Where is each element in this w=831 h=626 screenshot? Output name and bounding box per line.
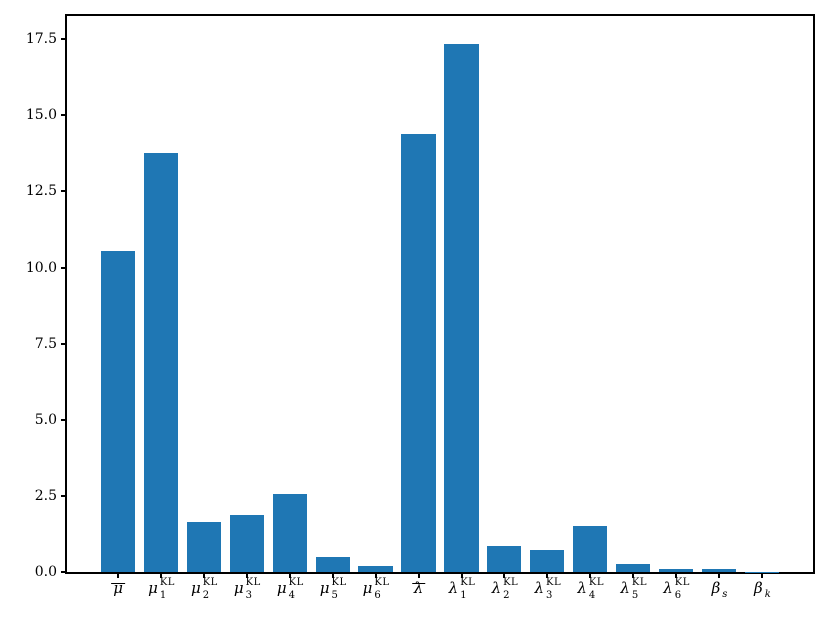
x-tick-label-lambda_3^KL: λ KL 3 [534, 577, 562, 601]
bars-layer [67, 16, 813, 572]
x-tick [417, 574, 420, 578]
overline [411, 583, 426, 584]
y-tick [61, 266, 65, 269]
x-tick-label-mu_bar: μ [111, 579, 125, 597]
bar-mu_4^KL [272, 494, 307, 572]
x-tick-label-lambda_2^KL: λ KL 2 [491, 577, 519, 601]
x-tick-label-mu_1^KL: μ KL 1 [148, 577, 175, 601]
bar-beta_s [701, 569, 737, 572]
x-tick [460, 574, 463, 578]
x-tick [117, 574, 120, 578]
y-tick-label: 5.0 [34, 411, 57, 428]
x-tick [374, 574, 377, 578]
y-tick-label: 10.0 [25, 259, 57, 276]
x-tick-label-lambda_bar: λ [411, 579, 426, 597]
x-tick [632, 574, 635, 578]
bar-mu_3^KL [229, 515, 264, 572]
x-tick [288, 574, 291, 578]
x-tick [546, 574, 549, 578]
x-tick-label-mu_5^KL: μ KL 5 [319, 577, 347, 601]
bar-lambda_4^KL [573, 526, 608, 572]
bar-lambda_5^KL [616, 564, 651, 572]
bar-lambda_3^KL [530, 549, 565, 572]
y-tick [61, 418, 65, 421]
y-tick-label: 15.0 [25, 107, 57, 124]
x-tick [202, 574, 205, 578]
y-tick-label: 12.5 [25, 183, 57, 200]
bar-lambda_6^KL [658, 569, 694, 572]
x-tick [160, 574, 162, 578]
bar-mu_1^KL [143, 153, 179, 572]
overline [111, 583, 125, 584]
bar-lambda_2^KL [487, 546, 522, 572]
y-tick [61, 342, 65, 345]
y-tick [61, 571, 65, 573]
x-tick [760, 574, 763, 578]
y-tick [61, 494, 65, 497]
y-tick [61, 190, 65, 193]
x-tick-label-lambda_1^KL: λ KL 1 [448, 577, 476, 601]
x-tick [503, 574, 506, 578]
x-tick-label-mu_2^KL: μ KL 2 [190, 577, 218, 601]
y-tick-label: 7.5 [34, 335, 57, 352]
y-tick-label: 17.5 [25, 31, 57, 48]
x-tick-label-mu_3^KL: μ KL 3 [233, 577, 261, 601]
x-tick-label-lambda_5^KL: λ KL 5 [620, 577, 648, 601]
bar-mu_2^KL [186, 521, 222, 572]
bar-mu_6^KL [358, 565, 393, 572]
bar-mu_bar [100, 250, 136, 572]
y-tick-label: 2.5 [34, 487, 57, 504]
x-tick-label-lambda_6^KL: λ KL 6 [663, 577, 690, 601]
x-tick [589, 574, 592, 578]
x-tick-label-mu_4^KL: μ KL 4 [276, 577, 304, 601]
bar-mu_5^KL [315, 557, 350, 572]
x-tick [718, 574, 720, 578]
y-tick [61, 114, 65, 117]
x-tick [331, 574, 334, 578]
x-tick-label-lambda_4^KL: λ KL 4 [577, 577, 605, 601]
bar-lambda_bar [401, 133, 436, 572]
x-tick-label-mu_6^KL: μ KL 6 [362, 577, 390, 601]
x-tick [245, 574, 248, 578]
y-tick-label: 0.0 [34, 564, 57, 580]
y-tick [61, 38, 65, 41]
x-tick [675, 574, 678, 578]
plot-area [65, 14, 815, 574]
bar-lambda_1^KL [444, 43, 479, 572]
